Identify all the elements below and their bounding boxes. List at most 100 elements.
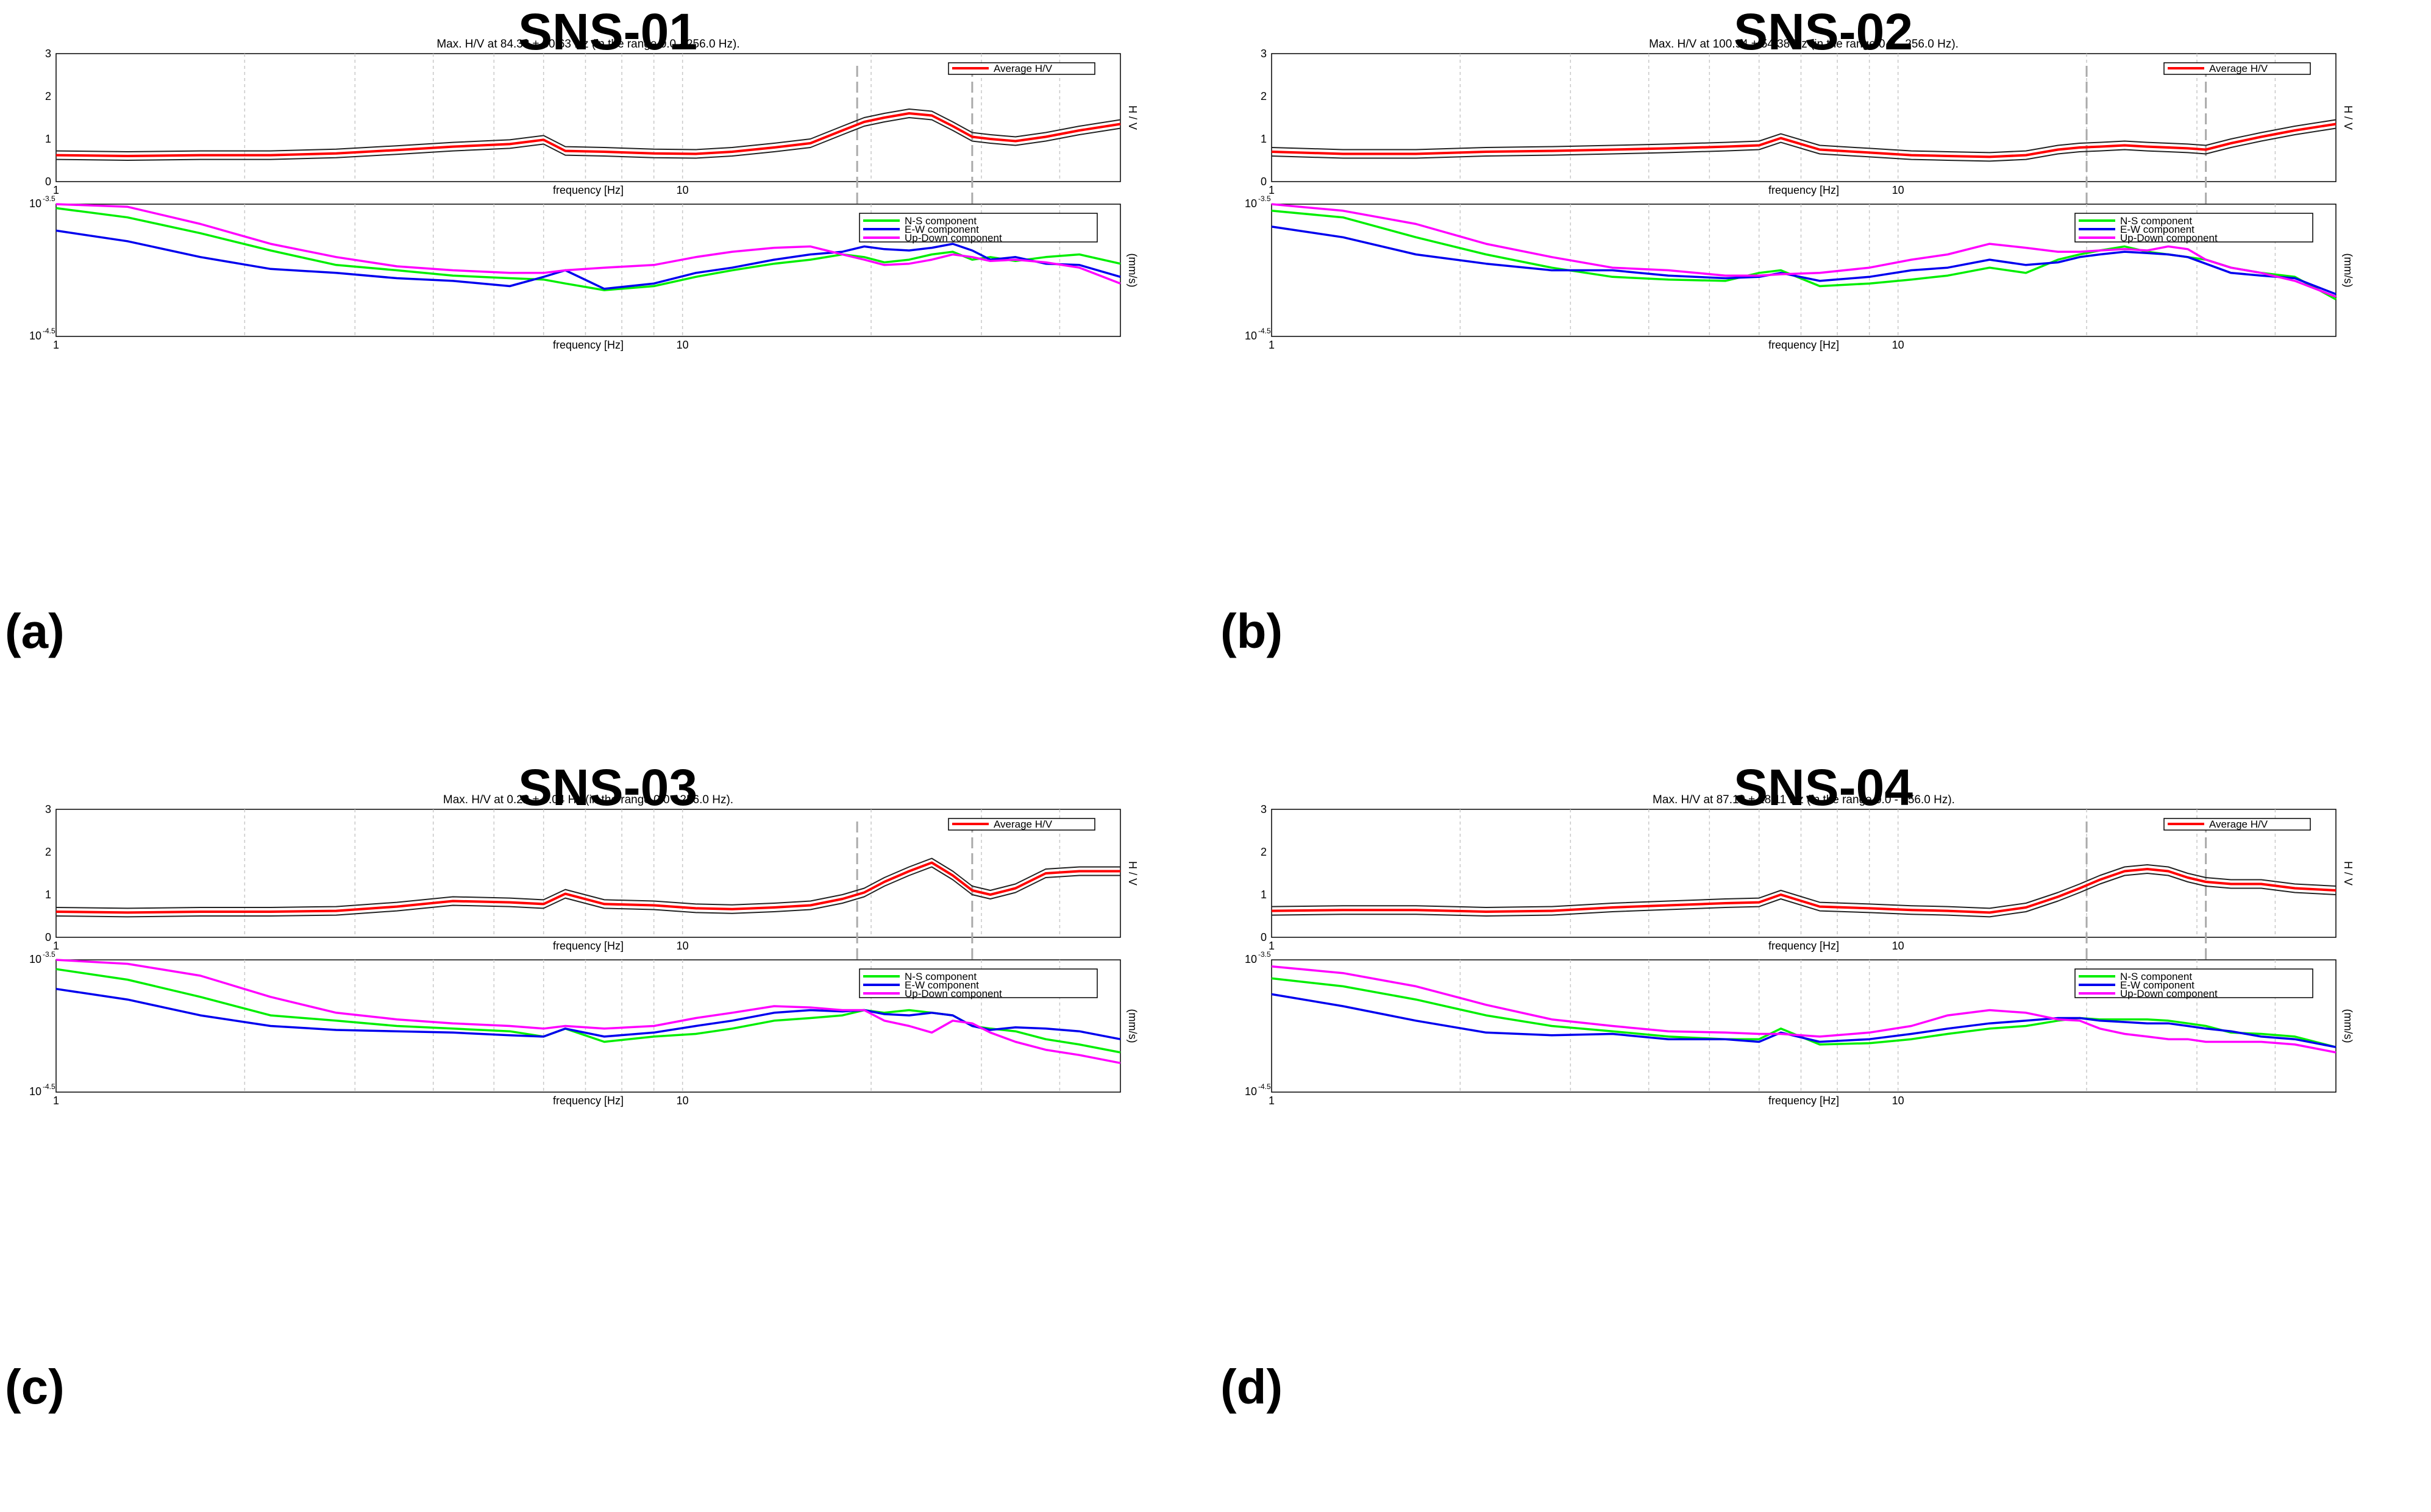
gridlines — [244, 204, 1061, 336]
x-tick-label: 1 — [53, 1095, 59, 1107]
x-tick-label: 1 — [1269, 940, 1275, 952]
y-tick-exponent: -3.5 — [1258, 950, 1271, 959]
spectrum-line — [1271, 203, 2337, 298]
spectrum-line — [55, 229, 1121, 290]
hv-plot-frame — [1271, 809, 2337, 938]
x-tick-label: 10 — [1892, 940, 1904, 952]
x-tick-label: 10 — [1892, 184, 1904, 196]
legend-entry: Average H/V — [994, 818, 1053, 830]
station-title: SNS-04 — [1733, 759, 1913, 816]
panel-sns-03: SNS-03 Max. H/V at 0.22 ± 0.04 Hz (in th… — [0, 756, 1216, 1511]
x-tick-label: 1 — [1269, 339, 1275, 351]
legend-entry: N-S component — [2120, 215, 2192, 227]
y-tick-exponent: -4.5 — [1258, 1082, 1271, 1091]
y-tick-label: 3 — [45, 48, 51, 60]
panel-label: (a) — [5, 604, 65, 658]
hv-upper-bound-line — [1271, 864, 2337, 909]
spectrum-line — [55, 203, 1121, 285]
y-tick-label: 3 — [1261, 48, 1267, 60]
panel-label: (b) — [1220, 604, 1283, 658]
panel-sns-01: SNS-01 Max. H/V at 84.38 ± 80.63 Hz (in … — [0, 0, 1216, 756]
y-tick-label: 10 — [29, 330, 41, 342]
y-tick-label: 10 — [29, 197, 41, 210]
legend-entry: N-S component — [905, 971, 977, 982]
legend-entry: Up-Down component — [905, 988, 1002, 999]
x-tick-label: 1 — [1269, 1095, 1275, 1107]
panel-sns-04: SNS-04 Max. H/V at 87.19 ± 28.11 Hz (in … — [1216, 756, 2431, 1511]
hv-lower-bound-line — [55, 117, 1121, 161]
hv-plot-frame — [1271, 53, 2337, 182]
legend-entry: Average H/V — [994, 63, 1053, 74]
gridlines — [1459, 54, 2276, 182]
y-tick-label: 1 — [45, 889, 51, 901]
legend-box — [2163, 62, 2311, 75]
y-tick-exponent: -3.5 — [43, 194, 55, 203]
x-axis-label: frequency [Hz] — [1768, 940, 1839, 952]
x-tick-label: 1 — [1269, 184, 1275, 196]
legend-box — [948, 62, 1095, 75]
y-tick-label: 10 — [1245, 330, 1257, 342]
hv-lower-bound-line — [1271, 127, 2337, 162]
legend-entry: Up-Down component — [2120, 988, 2218, 999]
y-tick-label: 0 — [45, 176, 51, 188]
y-tick-label: 0 — [1261, 176, 1267, 188]
x-axis-label: frequency [Hz] — [1768, 1095, 1839, 1107]
x-axis-label: frequency [Hz] — [1768, 339, 1839, 351]
y-tick-exponent: -4.5 — [1258, 327, 1271, 335]
legend-entry: E-W component — [905, 224, 979, 235]
panel-label: (d) — [1220, 1360, 1283, 1414]
hv-upper-bound-line — [55, 108, 1121, 152]
y-axis-label: H / V — [1127, 105, 1139, 130]
y-tick-label: 10 — [29, 953, 41, 965]
x-tick-label: 10 — [677, 184, 689, 196]
spectrum-line — [1271, 977, 2337, 1048]
x-tick-label: 1 — [53, 184, 59, 196]
spectrum-line — [1271, 225, 2337, 296]
y-axis-label: (mm/s) — [2342, 1009, 2354, 1043]
legend-entry: Up-Down component — [905, 232, 1002, 244]
gridlines — [244, 960, 1061, 1092]
y-axis-label: (mm/s) — [1127, 1009, 1139, 1043]
station-title: SNS-02 — [1733, 3, 1913, 60]
spectrum-line — [55, 959, 1121, 1065]
hv-lower-bound-line — [55, 866, 1120, 918]
hv-lower-bound-line — [1271, 873, 2337, 918]
hv-legend: Average H/V — [948, 818, 1095, 831]
y-tick-exponent: -4.5 — [43, 327, 55, 335]
y-axis-label: H / V — [2342, 105, 2354, 130]
y-tick-exponent: -3.5 — [1258, 194, 1271, 203]
x-axis-label: frequency [Hz] — [553, 339, 624, 351]
legend-box — [2163, 818, 2311, 831]
y-tick-label: 3 — [1261, 803, 1267, 815]
x-tick-label: 1 — [53, 940, 59, 952]
gridlines — [244, 54, 1061, 182]
y-tick-label: 2 — [45, 846, 51, 858]
legend-box — [2074, 968, 2313, 998]
legend-entry: E-W component — [905, 979, 979, 991]
y-tick-label: 2 — [1261, 90, 1267, 102]
y-tick-label: 1 — [1261, 889, 1267, 901]
hv-legend: Average H/V — [2163, 62, 2311, 75]
y-tick-label: 0 — [45, 931, 51, 943]
y-tick-label: 2 — [45, 90, 51, 102]
hv-average-line — [1271, 122, 2337, 158]
y-tick-label: 1 — [1261, 133, 1267, 145]
station-title: SNS-01 — [518, 3, 698, 60]
y-tick-label: 10 — [1245, 1085, 1257, 1098]
y-tick-label: 10 — [1245, 953, 1257, 965]
legend-entry: E-W component — [2120, 224, 2194, 235]
hv-average-line — [1271, 868, 2337, 914]
hv-legend: Average H/V — [948, 62, 1095, 75]
y-tick-label: 10 — [1245, 197, 1257, 210]
hv-chart-container: Max. H/V at 84.38 ± 80.63 Hz (in the ran… — [29, 38, 1139, 351]
y-tick-label: 10 — [29, 1085, 41, 1098]
x-tick-label: 10 — [677, 940, 689, 952]
station-title: SNS-03 — [518, 759, 698, 816]
legend-entry: N-S component — [905, 215, 977, 227]
y-tick-exponent: -4.5 — [43, 1082, 55, 1091]
legend-entry: E-W component — [2120, 979, 2194, 991]
spectrum-line — [1271, 965, 2337, 1054]
x-tick-label: 10 — [1892, 339, 1904, 351]
